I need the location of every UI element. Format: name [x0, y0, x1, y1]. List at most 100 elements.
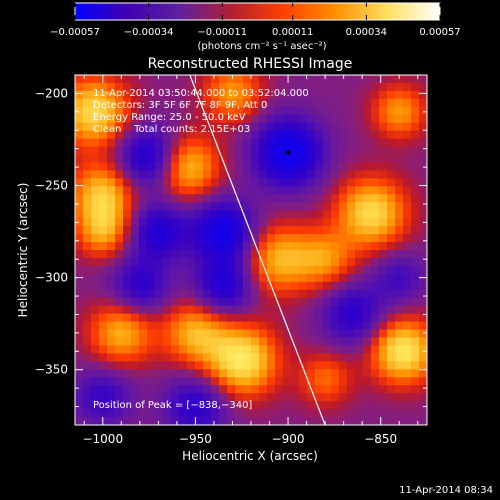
heatmap-cell: [299, 417, 308, 425]
heatmap-cell: [363, 122, 372, 132]
heatmap-cell: [371, 202, 380, 211]
heatmap-cell: [259, 82, 268, 92]
heatmap-cell: [283, 417, 292, 425]
heatmap-cell: [363, 194, 372, 203]
heatmap-cell: [131, 218, 140, 227]
heatmap-cell: [179, 257, 188, 267]
heatmap-cell: [227, 162, 236, 172]
heatmap-cell: [107, 242, 116, 251]
heatmap-cell: [203, 417, 212, 425]
heatmap-cell: [131, 321, 140, 331]
heatmap-cell: [355, 393, 364, 402]
heatmap-cell: [307, 194, 316, 203]
heatmap-cell: [347, 218, 356, 227]
heatmap-cell: [163, 130, 172, 140]
heatmap-cell: [211, 90, 220, 100]
heatmap-cell: [187, 154, 196, 164]
heatmap-cell: [283, 257, 292, 267]
heatmap-cell: [235, 353, 244, 362]
heatmap-cell: [243, 313, 252, 323]
heatmap-cell: [331, 329, 340, 339]
heatmap-cell: [259, 178, 268, 187]
heatmap-cell: [123, 313, 132, 323]
heatmap-cell: [243, 154, 252, 164]
heatmap-cell: [163, 337, 172, 347]
heatmap-cell: [203, 273, 212, 283]
heatmap-cell: [195, 75, 204, 84]
heatmap-cell: [403, 281, 412, 291]
heatmap-cell: [291, 305, 300, 315]
heatmap-cell: [331, 146, 340, 156]
heatmap-cell: [107, 170, 116, 179]
heatmap-cell: [283, 106, 292, 116]
heatmap-cell: [155, 75, 164, 84]
heatmap-cell: [171, 170, 180, 179]
heatmap-cell: [275, 122, 284, 132]
heatmap-cell: [179, 329, 188, 339]
heatmap-cell: [75, 257, 84, 267]
heatmap-cell: [283, 90, 292, 100]
heatmap-cell: [331, 194, 340, 203]
heatmap-cell: [291, 265, 300, 275]
heatmap-cell: [99, 273, 108, 283]
heatmap-cell: [259, 194, 268, 203]
x-tick-label: −850: [364, 432, 397, 446]
heatmap-cell: [363, 353, 372, 362]
heatmap-cell: [267, 178, 276, 187]
heatmap-cell: [299, 393, 308, 402]
heatmap-cell: [291, 369, 300, 378]
heatmap-cell: [203, 122, 212, 132]
heatmap-cell: [91, 385, 100, 394]
colorbar-tick-label: −0.00011: [197, 27, 247, 38]
heatmap-cell: [307, 393, 316, 402]
heatmap-cell: [187, 369, 196, 378]
heatmap-cell: [91, 130, 100, 140]
heatmap-cell: [211, 313, 220, 323]
heatmap-cell: [379, 305, 388, 315]
heatmap-cell: [363, 250, 372, 259]
colorbar-ticks: −0.00057 −0.00034 −0.00011 0.00011 0.00034 0.…: [50, 3, 461, 38]
heatmap-cell: [315, 138, 324, 148]
heatmap-cell: [411, 218, 420, 227]
heatmap-cell: [259, 353, 268, 362]
heatmap-cell: [171, 162, 180, 172]
heatmap-cell: [163, 234, 172, 243]
heatmap-cell: [363, 75, 372, 84]
heatmap-cell: [411, 409, 420, 418]
heatmap-cell: [411, 138, 420, 148]
heatmap-cell: [355, 194, 364, 203]
heatmap-cell: [347, 289, 356, 299]
colorbar: −0.00057 −0.00034 −0.00011 0.00011 0.00034 0.…: [50, 2, 461, 52]
heatmap-cell: [339, 234, 348, 243]
heatmap-cell: [379, 98, 388, 108]
heatmap-cell: [339, 337, 348, 347]
heatmap-cell: [243, 409, 252, 418]
heatmap-cell: [347, 194, 356, 203]
heatmap-cell: [275, 361, 284, 370]
heatmap-cell: [299, 226, 308, 235]
heatmap-cell: [307, 106, 316, 116]
heatmap-cell: [379, 321, 388, 331]
heatmap-cell: [259, 417, 268, 425]
heatmap-cell: [251, 393, 260, 402]
heatmap-cell: [171, 130, 180, 140]
heatmap-cell: [291, 329, 300, 339]
heatmap-cell: [99, 138, 108, 148]
heatmap-cell: [283, 273, 292, 283]
heatmap-cell: [171, 186, 180, 195]
heatmap-cell: [267, 313, 276, 323]
heatmap-cell: [147, 353, 156, 362]
heatmap-cell: [99, 178, 108, 187]
heatmap-cell: [291, 162, 300, 172]
heatmap-cell: [75, 242, 84, 251]
heatmap-cell: [195, 138, 204, 148]
heatmap-cell: [291, 114, 300, 124]
heatmap-cell: [371, 361, 380, 370]
heatmap-cell: [227, 98, 236, 108]
heatmap-cell: [219, 242, 228, 251]
heatmap-cell: [291, 377, 300, 386]
heatmap-cell: [259, 289, 268, 299]
heatmap-cell: [379, 130, 388, 140]
heatmap-cell: [387, 417, 396, 425]
heatmap-cell: [243, 106, 252, 116]
